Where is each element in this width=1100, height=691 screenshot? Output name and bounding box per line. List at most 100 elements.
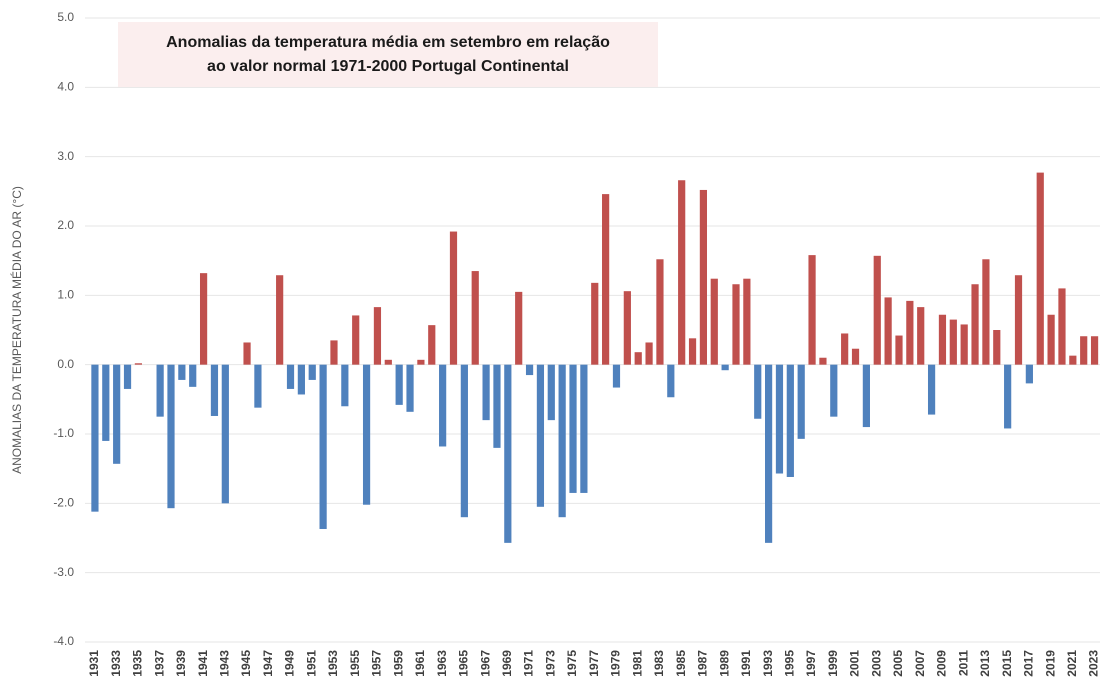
x-tick-label: 1979 — [609, 650, 623, 677]
bar — [960, 324, 968, 365]
y-tick-label: -1.0 — [53, 426, 74, 440]
x-tick-label: 1955 — [348, 650, 362, 677]
x-tick-label: 1947 — [261, 650, 275, 677]
bar — [906, 300, 914, 365]
x-tick-label: 1931 — [87, 650, 101, 677]
bar — [189, 364, 197, 387]
bar — [525, 364, 534, 376]
bar — [699, 189, 708, 365]
y-tick-label: -2.0 — [53, 496, 74, 510]
x-tick-label: 2003 — [869, 650, 883, 677]
x-tick-label: 1971 — [522, 650, 536, 677]
bar — [373, 307, 382, 365]
x-tick-label: 2019 — [1043, 650, 1057, 677]
bar — [199, 273, 208, 365]
bar — [504, 364, 512, 543]
bar — [786, 364, 794, 477]
x-tick-label: 1959 — [391, 650, 405, 677]
bar — [482, 364, 490, 421]
bar — [841, 333, 849, 365]
bar — [569, 364, 577, 493]
bar — [1047, 314, 1055, 365]
x-tick-label: 2015 — [1000, 650, 1014, 677]
x-tick-label: 1943 — [217, 650, 231, 677]
bar — [439, 364, 447, 447]
bar — [156, 364, 164, 417]
bar — [851, 348, 860, 365]
bar — [884, 297, 892, 365]
x-tick-label: 1991 — [739, 650, 753, 677]
x-tick-label: 1973 — [543, 650, 557, 677]
bar — [645, 342, 653, 365]
bar — [460, 364, 468, 518]
bar — [1004, 364, 1012, 429]
bar — [721, 364, 729, 371]
x-tick-label: 1941 — [196, 650, 210, 677]
x-tick-label: 1977 — [587, 650, 601, 677]
x-tick-label: 1969 — [500, 650, 514, 677]
x-tick-label: 1965 — [457, 650, 471, 677]
bar — [362, 364, 371, 505]
bar — [406, 364, 414, 412]
bar — [471, 271, 479, 365]
y-tick-label: 0.0 — [57, 357, 74, 371]
bar — [123, 364, 132, 389]
bar — [688, 338, 697, 365]
bar — [254, 364, 262, 408]
bar — [917, 307, 925, 365]
bar — [417, 359, 425, 365]
bar — [830, 364, 838, 417]
chart-title: ao valor normal 1971-2000 Portugal Conti… — [207, 58, 569, 75]
x-tick-label: 1945 — [239, 650, 253, 677]
bar — [515, 291, 523, 365]
bar — [1014, 275, 1023, 365]
bar — [210, 364, 219, 416]
x-tick-label: 1983 — [652, 650, 666, 677]
y-tick-label: 2.0 — [57, 218, 74, 232]
x-tick-label: 1997 — [804, 650, 818, 677]
x-tick-label: 2017 — [1022, 650, 1036, 677]
x-tick-label: 1953 — [326, 650, 340, 677]
x-tick-label: 1937 — [152, 650, 166, 677]
bar — [352, 315, 360, 365]
bar — [536, 364, 545, 507]
bar — [384, 359, 392, 365]
x-tick-label: 1975 — [565, 650, 579, 677]
bar — [1025, 364, 1033, 384]
bar — [134, 363, 142, 365]
x-tick-label: 1951 — [304, 650, 318, 677]
bar — [113, 364, 121, 464]
x-tick-label: 1963 — [435, 650, 449, 677]
bar — [710, 278, 718, 365]
bar — [949, 319, 957, 365]
y-tick-label: 1.0 — [57, 288, 74, 302]
bar — [895, 335, 903, 365]
x-tick-label: 1981 — [630, 650, 644, 677]
bar — [308, 364, 316, 380]
x-tick-label: 2011 — [956, 650, 970, 676]
bar — [732, 284, 740, 365]
bar — [547, 364, 555, 421]
y-tick-label: 4.0 — [57, 80, 74, 94]
x-tick-label: 1939 — [174, 650, 188, 677]
bar — [558, 364, 566, 518]
bar — [297, 364, 305, 395]
x-tick-label: 1967 — [478, 650, 492, 677]
x-tick-label: 2023 — [1087, 650, 1100, 677]
x-tick-label: 1995 — [783, 650, 797, 677]
bar — [276, 275, 284, 365]
x-tick-label: 2009 — [935, 650, 949, 677]
bar — [591, 282, 599, 365]
bar — [819, 357, 827, 365]
x-tick-label: 2001 — [848, 650, 862, 677]
bar — [428, 325, 436, 365]
bar — [602, 194, 610, 365]
bar — [938, 314, 947, 365]
bar — [1069, 355, 1077, 365]
bar — [341, 364, 349, 407]
bar — [623, 291, 631, 365]
bar — [667, 364, 675, 398]
bar — [971, 284, 979, 365]
bar — [330, 340, 338, 365]
bar — [1080, 336, 1088, 365]
